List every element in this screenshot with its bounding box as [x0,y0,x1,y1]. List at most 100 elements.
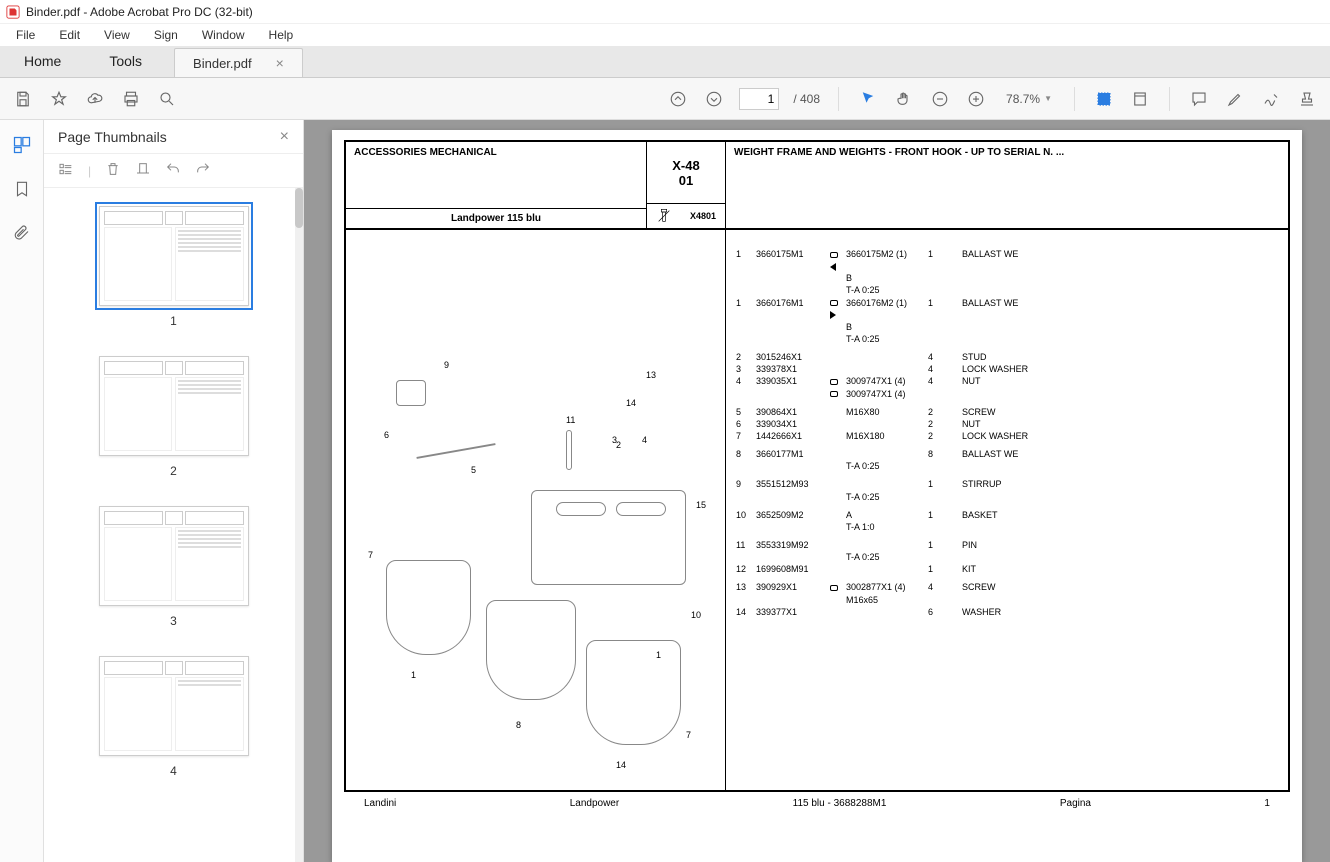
thumbnails-list[interactable]: 1 2 3 4 [44,188,303,862]
header-section: ACCESSORIES MECHANICAL [346,142,646,208]
thumbnails-toolbar: | [44,154,303,188]
menu-bar: File Edit View Sign Window Help [0,24,1330,46]
thumbnail-item[interactable]: 1 [44,206,303,328]
header-title: WEIGHT FRAME AND WEIGHTS - FRONT HOOK - … [726,142,1288,228]
parts-row: 83660177M1 8BALLAST WE [736,448,1278,460]
highlight-icon[interactable] [1224,88,1246,110]
menu-sign[interactable]: Sign [144,26,188,44]
star-icon[interactable] [48,88,70,110]
parts-row: 3339378X1 4LOCK WASHER [736,363,1278,375]
header-code3: X4801 [690,211,716,221]
cloud-icon[interactable] [84,88,106,110]
thumbnail-label: 3 [170,614,177,628]
attachments-panel-icon[interactable] [11,222,33,244]
thumbnails-options-icon[interactable] [58,161,74,180]
bookmarks-panel-icon[interactable] [11,178,33,200]
thumbnails-title: Page Thumbnails [58,129,167,145]
thumbnails-panel: Page Thumbnails × | 1 [44,120,304,862]
parts-list: 13660175M1 3660175M2 (1)1BALLAST WEBT-A … [726,230,1288,790]
thumbnails-header: Page Thumbnails × [44,120,303,154]
comment-icon[interactable] [1188,88,1210,110]
tab-document[interactable]: Binder.pdf × [174,48,303,77]
menu-help[interactable]: Help [259,26,304,44]
thumbnail-label: 2 [170,464,177,478]
page-up-icon[interactable] [667,88,689,110]
zoom-dropdown[interactable]: 78.7% ▼ [1001,90,1056,108]
page-header: ACCESSORIES MECHANICAL Landpower 115 blu… [346,142,1288,230]
fit-width-icon[interactable] [1093,88,1115,110]
tab-close-icon[interactable]: × [276,55,284,71]
menu-file[interactable]: File [6,26,45,44]
header-code1: X-48 [672,158,699,173]
page-total-label: / 408 [793,92,820,106]
parts-row: 103652509M2 A 1BASKET [736,509,1278,521]
tab-home[interactable]: Home [0,45,85,77]
tab-tools[interactable]: Tools [85,45,166,77]
header-code2: 01 [679,173,693,188]
zoom-in-icon[interactable] [965,88,987,110]
sidebar-strip [0,120,44,862]
parts-row: 13390929X1 3002877X1 (4)4SCREW [736,581,1278,593]
zoom-value: 78.7% [1006,92,1040,106]
parts-row: 23015246X1 4STUD [736,351,1278,363]
menu-view[interactable]: View [94,26,140,44]
page-number-input[interactable] [739,88,779,110]
header-icon [656,208,672,224]
find-icon[interactable] [156,88,178,110]
parts-row: 5390864X1 M16X80 2SCREW [736,406,1278,418]
title-bar: Binder.pdf - Adobe Acrobat Pro DC (32-bi… [0,0,1330,24]
stamp-icon[interactable] [1296,88,1318,110]
tab-document-label: Binder.pdf [193,56,252,71]
sign-icon[interactable] [1260,88,1282,110]
parts-row: 113553319M92 1PIN [736,539,1278,551]
page-down-icon[interactable] [703,88,725,110]
thumbnail-item[interactable]: 3 [44,506,303,628]
parts-row: 13660176M1 3660176M2 (1)1BALLAST WE [736,297,1278,321]
zoom-out-icon[interactable] [929,88,951,110]
save-icon[interactable] [12,88,34,110]
menu-edit[interactable]: Edit [49,26,90,44]
footer-e: 1 [1264,798,1270,809]
parts-row: 13660175M1 3660175M2 (1)1BALLAST WE [736,248,1278,272]
thumbnail-item[interactable]: 2 [44,356,303,478]
thumbnail-item[interactable]: 4 [44,656,303,778]
page-footer: Landini Landpower 115 blu - 3688288M1 Pa… [344,792,1290,813]
main-toolbar: / 408 78.7% ▼ [0,78,1330,120]
thumbnail-preview [99,506,249,606]
footer-d: Pagina [1060,798,1091,809]
document-viewport[interactable]: ACCESSORIES MECHANICAL Landpower 115 blu… [304,120,1330,862]
main-area: Page Thumbnails × | 1 [0,120,1330,862]
footer-c: 115 blu - 3688288M1 [793,798,887,809]
parts-row: 14339377X1 6WASHER [736,606,1278,618]
thumbnails-redo-icon[interactable] [195,161,211,180]
thumbnails-rotate-icon[interactable] [135,161,151,180]
pdf-page: ACCESSORIES MECHANICAL Landpower 115 blu… [332,130,1302,862]
thumbnails-panel-icon[interactable] [11,134,33,156]
thumbnail-preview [99,206,249,306]
parts-row: 121699608M91 1KIT [736,563,1278,575]
thumbnail-label: 1 [170,314,177,328]
select-tool-icon[interactable] [857,88,879,110]
chevron-down-icon: ▼ [1044,94,1052,103]
fit-page-icon[interactable] [1129,88,1151,110]
parts-row: 4339035X1 3009747X1 (4)4NUT [736,375,1278,387]
header-model: Landpower 115 blu [346,208,646,228]
hand-tool-icon[interactable] [893,88,915,110]
thumbnail-label: 4 [170,764,177,778]
thumbnails-sep: | [88,164,91,178]
thumbnails-undo-icon[interactable] [165,161,181,180]
parts-row: 93551512M93 1STIRRUP [736,478,1278,490]
print-icon[interactable] [120,88,142,110]
thumbnails-delete-icon[interactable] [105,161,121,180]
tab-bar: Home Tools Binder.pdf × [0,46,1330,78]
thumbnails-close-icon[interactable]: × [280,128,289,146]
diagram-area: 9 6 5 11 12 3 4 13 14 [346,230,726,790]
footer-b: Landpower [570,798,619,809]
footer-a: Landini [364,798,396,809]
window-title: Binder.pdf - Adobe Acrobat Pro DC (32-bi… [26,5,253,19]
app-icon [6,5,20,19]
parts-row: 71442666X1 M16X180 2LOCK WASHER [736,430,1278,442]
parts-row: 6339034X1 2NUT [736,418,1278,430]
menu-window[interactable]: Window [192,26,255,44]
thumbnail-preview [99,356,249,456]
